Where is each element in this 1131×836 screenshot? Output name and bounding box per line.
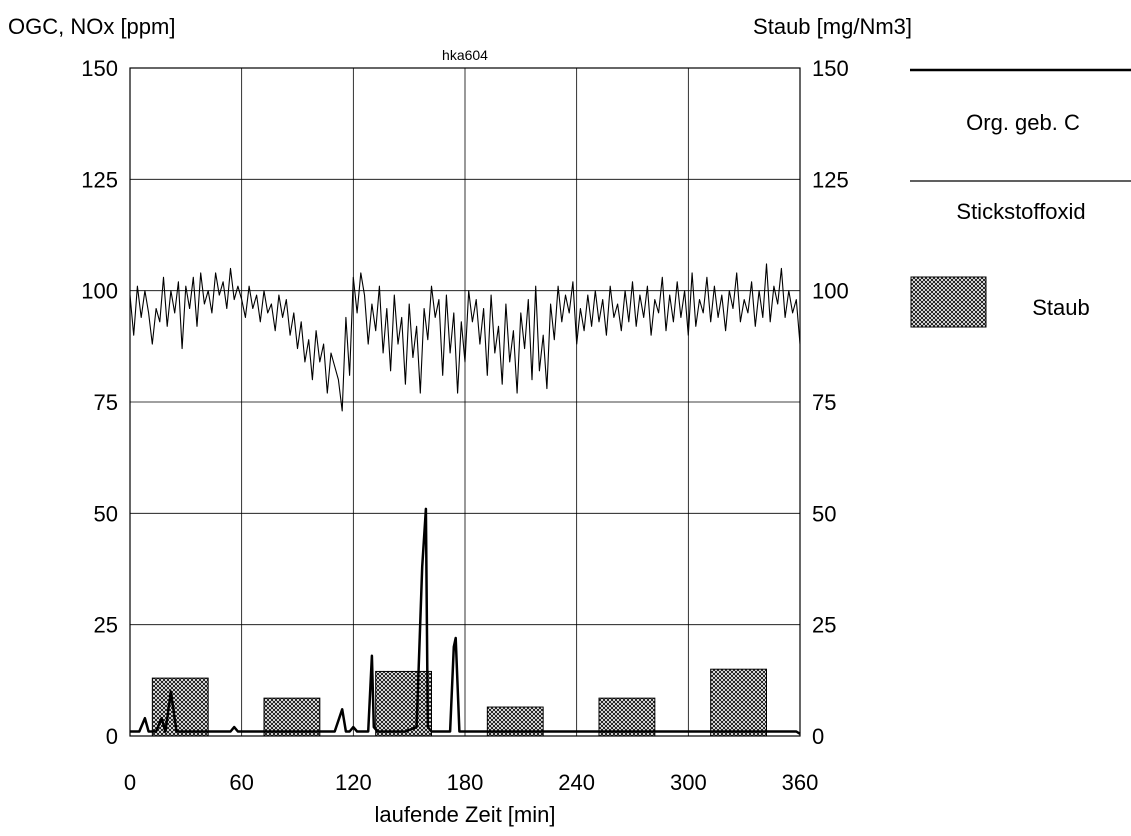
staub-bar-6 — [710, 668, 768, 737]
x-tick-label: 360 — [782, 770, 819, 795]
right-axis-label: Staub [mg/Nm3] — [753, 14, 912, 39]
x-tick-label: 60 — [229, 770, 253, 795]
series-lines — [129, 263, 801, 735]
chart-title: hka604 — [442, 47, 488, 63]
left-axis-label: OGC, NOx [ppm] — [8, 14, 175, 39]
x-axis-label: laufende Zeit [min] — [375, 802, 556, 827]
x-tick-label: 300 — [670, 770, 707, 795]
y-tick-label-right: 100 — [812, 279, 849, 304]
y-tick-label-left: 100 — [81, 279, 118, 304]
y-tick-label-right: 0 — [812, 724, 824, 749]
y-tick-label-left: 50 — [94, 501, 118, 526]
x-tick-label: 180 — [447, 770, 484, 795]
series-line-stickstoffoxid — [129, 263, 801, 412]
legend-swatch-staub — [910, 276, 987, 328]
y-tick-label-right: 25 — [812, 613, 836, 638]
plot-frame — [129, 67, 801, 737]
legend: Org. geb. C Stickstoffoxid Staub — [910, 68, 1131, 328]
y-tick-label-left: 75 — [94, 390, 118, 415]
y-tick-label-left: 125 — [81, 167, 118, 192]
legend-label-stickstoffoxid: Stickstoffoxid — [956, 199, 1085, 224]
legend-label-org-geb-c: Org. geb. C — [966, 110, 1080, 135]
staub-bar-1 — [151, 677, 209, 737]
staub-bar-3 — [375, 670, 432, 737]
tick-labels: 0 60 120 180 240 300 360 0 25 50 75 100 125 150 0 25 50 7… — [81, 56, 848, 795]
x-tick-label: 120 — [335, 770, 372, 795]
y-tick-label-left: 150 — [81, 56, 118, 81]
y-tick-label-left: 25 — [94, 613, 118, 638]
legend-label-staub: Staub — [1032, 295, 1090, 320]
gridlines — [129, 67, 801, 737]
y-tick-label-left: 0 — [106, 724, 118, 749]
staub-bar-2 — [263, 697, 321, 737]
y-tick-label-right: 125 — [812, 167, 849, 192]
staub-bar-5 — [598, 697, 656, 737]
y-tick-label-right: 150 — [812, 56, 849, 81]
x-tick-label: 0 — [124, 770, 136, 795]
x-tick-label: 240 — [558, 770, 595, 795]
series-line-org-geb-c — [130, 507, 801, 735]
y-tick-label-right: 50 — [812, 501, 836, 526]
y-tick-label-right: 75 — [812, 390, 836, 415]
